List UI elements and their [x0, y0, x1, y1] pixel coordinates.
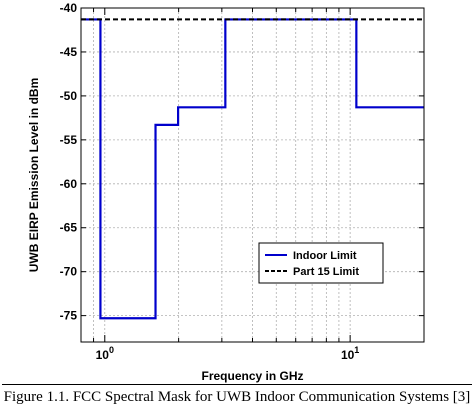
legend-label-part-15-limit: Part 15 Limit [293, 266, 359, 278]
x-tick-label: 100 [96, 345, 114, 362]
y-tick-label: -50 [60, 89, 78, 103]
y-tick-label: -70 [60, 265, 78, 279]
y-axis-label: UWB EIRP Emission Level in dBm [27, 78, 41, 272]
series-lines [81, 18, 424, 320]
plot-frame [80, 7, 425, 343]
y-tick-label: -75 [60, 309, 78, 323]
legend-label-indoor-limit: Indoor Limit [293, 250, 357, 262]
legend: Indoor Limit Part 15 Limit [258, 242, 384, 284]
x-axis-label: Frequency in GHz [201, 369, 303, 383]
series-line-indoor-limit [81, 18, 424, 320]
y-tick-label: -60 [60, 177, 78, 191]
axis-ticks: -40 -45 -50 -55 -60 -65 -70 -75 100 101 [60, 1, 424, 362]
grid-lines [80, 7, 424, 342]
caption-rule [2, 384, 472, 385]
figure-caption: Figure 1.1. FCC Spectral Mask for UWB In… [3, 389, 471, 405]
y-tick-label: -40 [60, 1, 78, 15]
y-tick-label: -65 [60, 221, 78, 235]
y-tick-label: -45 [60, 45, 78, 59]
legend-box [258, 242, 384, 284]
y-tick-label: -55 [60, 133, 78, 147]
x-tick-label: 101 [341, 345, 359, 362]
